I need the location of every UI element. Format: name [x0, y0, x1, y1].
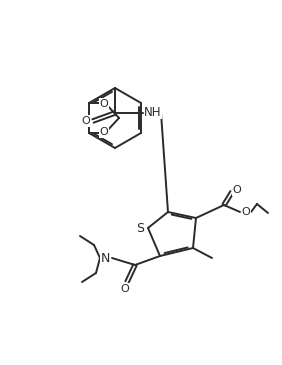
Text: N: N	[100, 253, 110, 265]
Text: O: O	[100, 127, 108, 137]
Text: O: O	[100, 99, 108, 109]
Text: O: O	[121, 284, 129, 294]
Text: O: O	[242, 207, 250, 217]
Text: NH: NH	[144, 105, 162, 119]
Text: O: O	[233, 185, 241, 195]
Text: S: S	[136, 223, 144, 235]
Text: O: O	[81, 116, 90, 126]
